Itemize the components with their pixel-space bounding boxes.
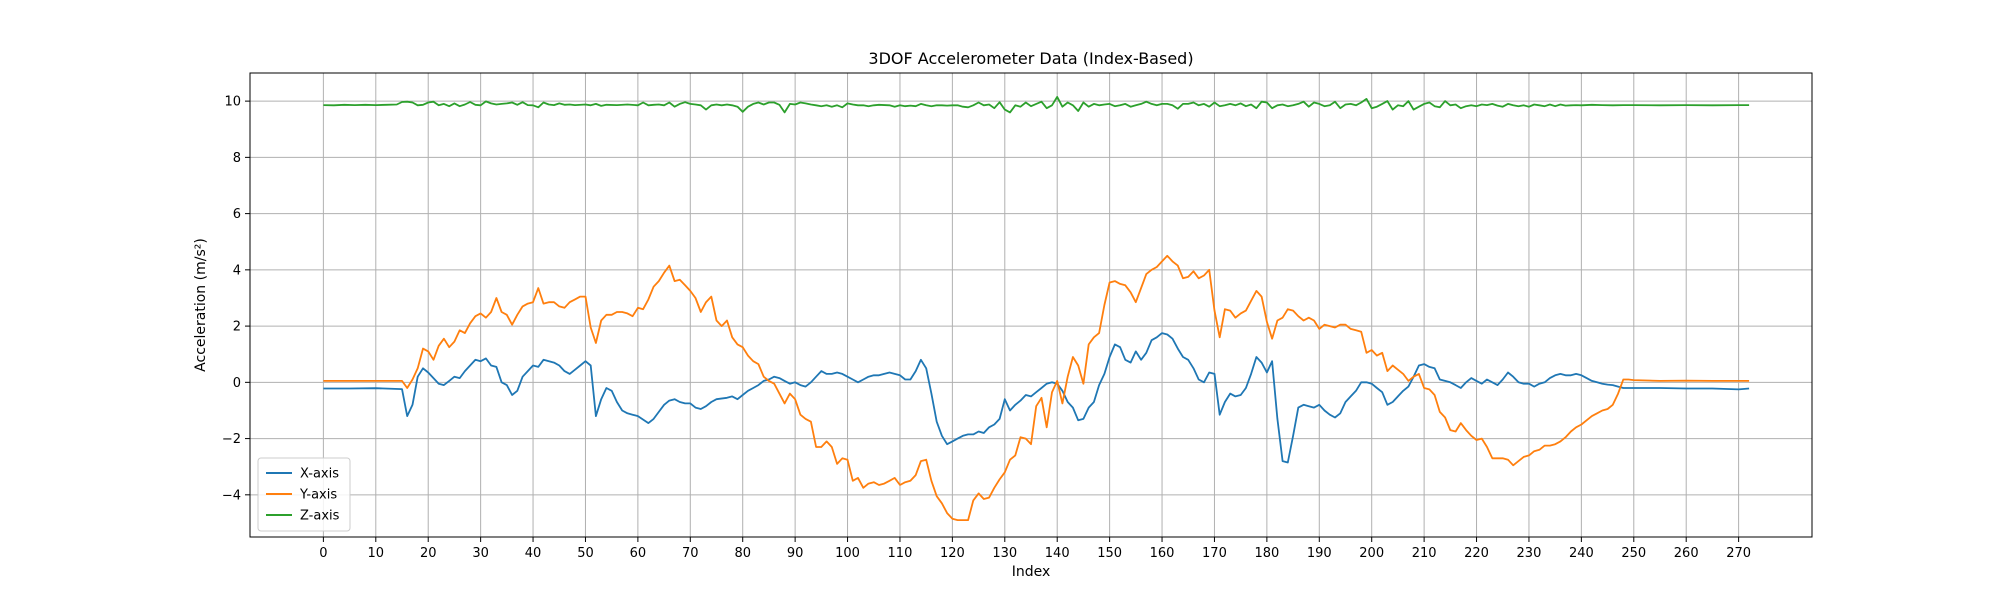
x-tick-label: 0 [319,546,327,561]
series-line-y-axis [323,254,1750,521]
x-tick-label: 270 [1726,546,1751,561]
legend-label-z-axis: Z-axis [300,509,340,524]
x-tick-label: 260 [1674,546,1699,561]
x-tick-label: 100 [835,546,860,561]
y-tick-label: 8 [233,151,241,166]
x-tick-label: 240 [1569,546,1594,561]
x-tick-label: 110 [888,546,913,561]
series-lines [323,96,1750,521]
y-tick-label: 10 [224,95,241,110]
legend-label-y-axis: Y-axis [299,488,337,503]
x-tick-label: 20 [420,546,437,561]
legend: X-axis Y-axis Z-axis [257,457,351,532]
x-tick-label: 10 [368,546,385,561]
x-tick-label: 140 [1045,546,1070,561]
x-tick-label: 190 [1307,546,1332,561]
legend-items: X-axis Y-axis Z-axis [266,467,340,524]
x-tick-label: 180 [1254,546,1279,561]
plot-frame [249,72,1813,538]
x-tick-label: 60 [630,546,647,561]
series-line-z-axis [323,96,1750,114]
x-tick-label: 230 [1517,546,1542,561]
x-tick-label: 250 [1621,546,1646,561]
legend-label-x-axis: X-axis [300,467,339,482]
x-tick-label: 200 [1359,546,1384,561]
x-tick-label: 80 [734,546,751,561]
x-tick-label: 220 [1464,546,1489,561]
x-tick-label: 160 [1150,546,1175,561]
x-tick-label: 120 [940,546,965,561]
series-line-x-axis [323,332,1750,464]
axis-ticks: 0 10 20 30 40 50 60 70 80 90 100 110 120 130 140 150 160… [222,95,1751,561]
x-tick-label: 30 [472,546,489,561]
x-tick-label: 90 [787,546,804,561]
chart-title: 3DOF Accelerometer Data (Index-Based) [868,49,1193,68]
y-tick-label: 6 [233,207,241,222]
x-tick-label: 130 [992,546,1017,561]
y-axis-title: Acceleration (m/s²) [193,238,209,372]
x-tick-label: 170 [1202,546,1227,561]
legend-box [257,457,351,532]
x-tick-label: 40 [525,546,542,561]
y-tick-label: −2 [222,432,241,447]
y-tick-label: 2 [233,320,241,335]
y-tick-label: 4 [233,263,241,278]
y-tick-label: −4 [222,488,241,503]
x-axis-title: Index [1012,564,1051,580]
y-tick-label: 0 [233,376,241,391]
x-tick-label: 150 [1097,546,1122,561]
x-tick-label: 70 [682,546,699,561]
x-tick-label: 210 [1412,546,1437,561]
x-tick-label: 50 [577,546,594,561]
